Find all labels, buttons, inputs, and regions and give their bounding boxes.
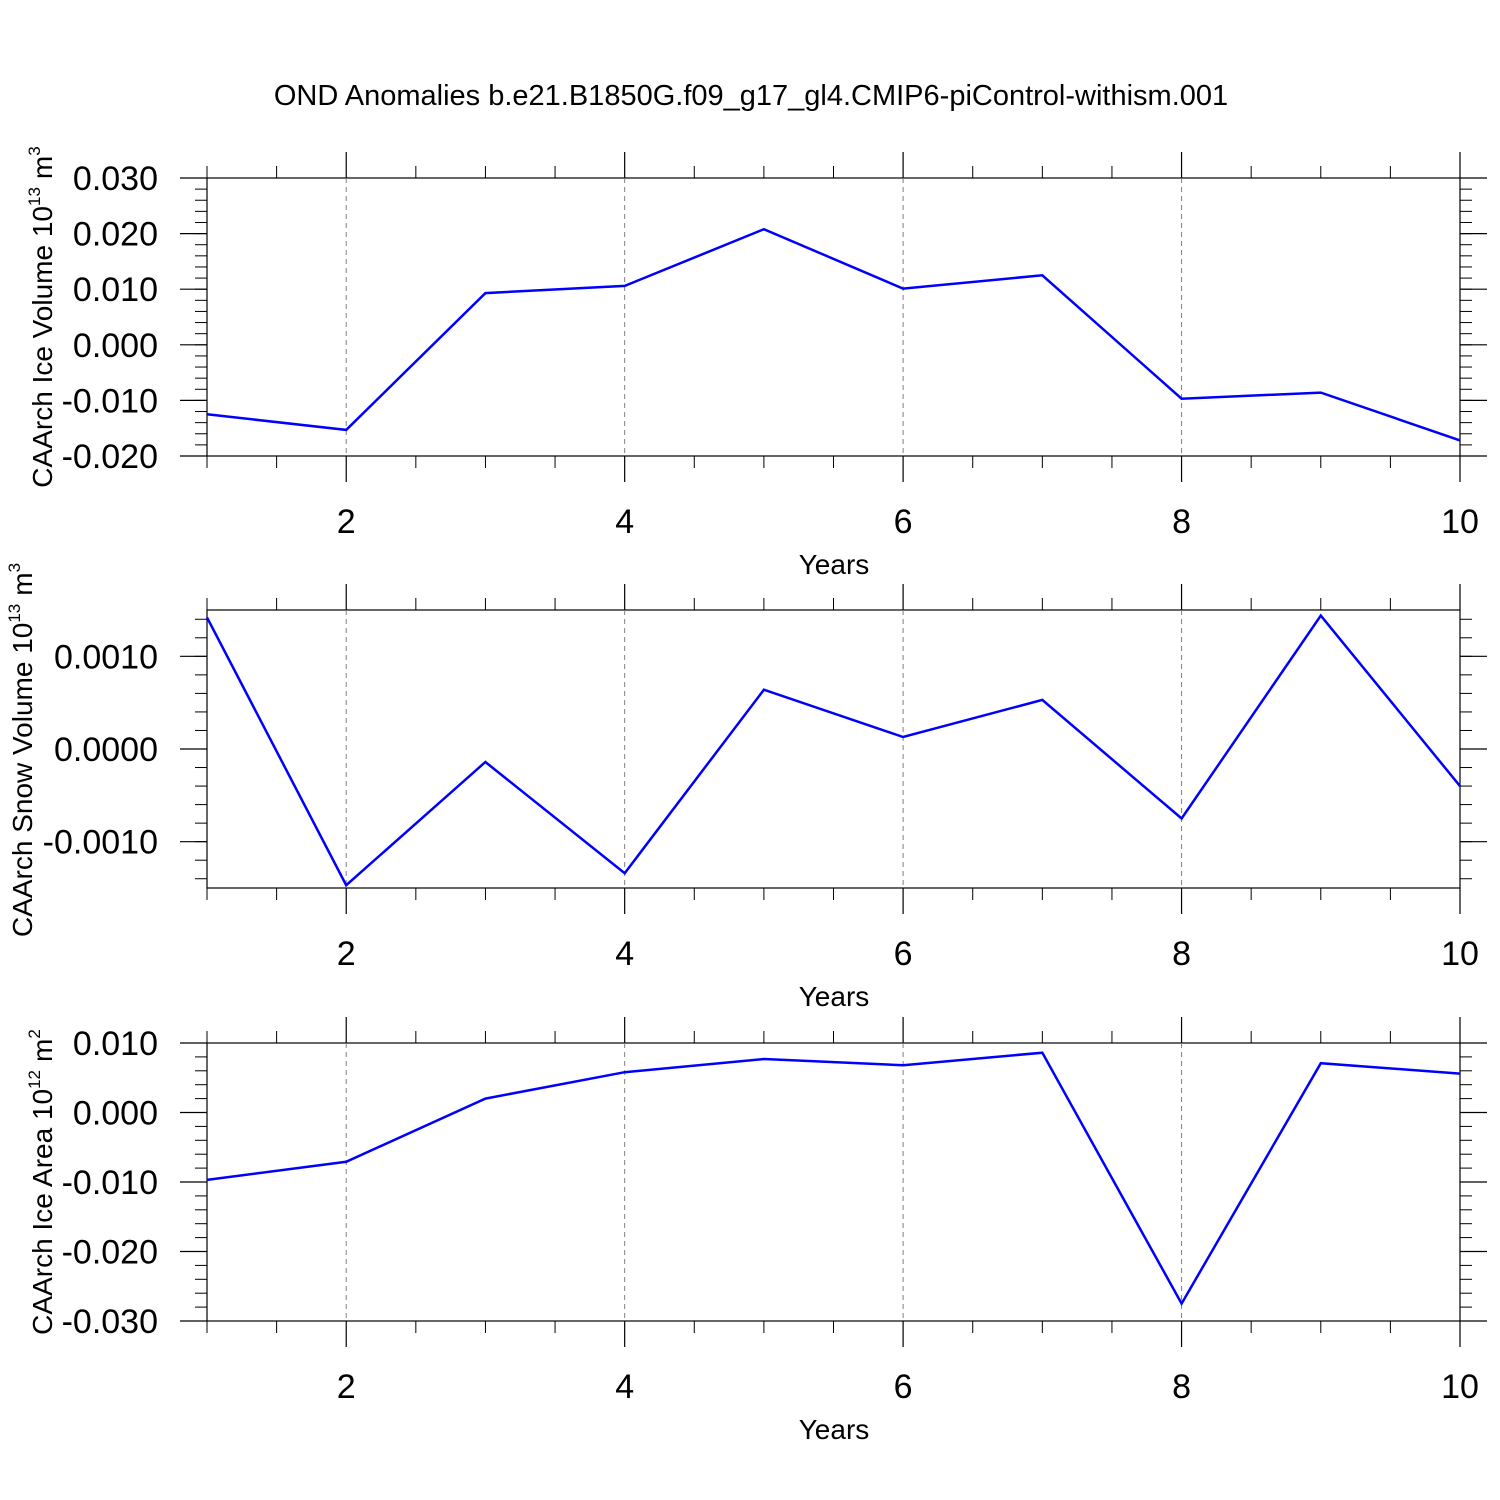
y-tick-label: -0.0010 — [43, 824, 158, 862]
y-tick-label: -0.010 — [62, 1164, 158, 1202]
x-tick-label: 4 — [615, 1368, 634, 1406]
plot-frame — [206, 1042, 1461, 1322]
plot-frame — [206, 177, 1461, 457]
series-line — [205, 613, 1461, 888]
y-axis-title-unit: m — [7, 572, 38, 595]
x-tick-label: 6 — [894, 935, 913, 973]
x-axis-title: Years — [799, 1414, 870, 1445]
y-axis-title: CAArch Ice Area 1012 m2 — [25, 1029, 58, 1335]
x-tick-label: 2 — [337, 503, 356, 541]
plot-frame — [206, 609, 1461, 889]
y-axis-title-text: CAArch Ice Area 10 — [27, 1089, 58, 1335]
y-axis-title: CAArch Snow Volume 1013 m3 — [5, 563, 38, 937]
x-tick-label: 10 — [1441, 935, 1479, 973]
x-axis-title: Years — [799, 549, 870, 580]
y-axis-title-unit-exponent: 2 — [25, 1029, 44, 1038]
y-axis-title-text: CAArch Ice Area 1012 m2 — [25, 1029, 58, 1335]
y-tick-label: -0.020 — [62, 1234, 158, 1272]
y-tick-label: 0.020 — [73, 216, 158, 254]
y-tick-label: -0.010 — [62, 382, 158, 420]
series-line — [206, 227, 1461, 442]
y-tick-label: 0.0010 — [54, 638, 158, 676]
x-tick-label: 10 — [1441, 503, 1479, 541]
y-axis-title-exponent: 13 — [5, 604, 24, 623]
x-tick-label: 6 — [894, 1368, 913, 1406]
y-tick-label: -0.020 — [62, 438, 158, 476]
y-axis-title-text: CAArch Ice Volume 1013 m3 — [25, 146, 58, 487]
y-axis-title-unit-exponent: 3 — [25, 146, 44, 155]
y-tick-label: 0.000 — [73, 1095, 158, 1133]
y-axis-title-text: CAArch Ice Volume 10 — [27, 206, 58, 488]
y-axis-title-unit: m — [27, 1039, 58, 1062]
y-tick-label: -0.030 — [62, 1303, 158, 1341]
panel-3: 2 4 6 8 10 -0.030 -0.020 -0.010 0.000 0.010 Years C… — [25, 1017, 1487, 1445]
y-axis-title-exponent: 13 — [25, 187, 44, 206]
y-axis-title-text: CAArch Snow Volume 10 — [7, 623, 38, 937]
x-tick-label: 2 — [337, 1368, 356, 1406]
y-tick-label: 0.010 — [73, 271, 158, 309]
x-tick-label: 8 — [1172, 1368, 1191, 1406]
y-tick-label: 0.030 — [73, 160, 158, 198]
y-tick-label: 0.010 — [73, 1025, 158, 1063]
x-tick-label: 6 — [894, 503, 913, 541]
y-axis-title-text: CAArch Snow Volume 1013 m3 — [5, 563, 38, 937]
y-axis-title-unit: m — [27, 156, 58, 179]
x-tick-label: 2 — [337, 935, 356, 973]
series-line — [206, 1051, 1461, 1307]
panel-1: 2 4 6 8 10 -0.020 -0.010 0.000 0.010 0.020 0.030 Ye… — [25, 146, 1487, 580]
x-axis-title: Years — [799, 981, 870, 1012]
y-axis-title-unit-exponent: 3 — [5, 563, 24, 572]
x-tick-label: 8 — [1172, 935, 1191, 973]
chart-title: OND Anomalies b.e21.B1850G.f09_g17_gl4.C… — [274, 80, 1228, 112]
y-axis-title: CAArch Ice Volume 1013 m3 — [25, 146, 58, 487]
x-tick-label: 4 — [615, 935, 634, 973]
panels: 2 4 6 8 10 -0.020 -0.010 0.000 0.010 0.020 0.030 Ye… — [5, 146, 1487, 1445]
panel-2: 2 4 6 8 10 -0.0010 0.0000 0.0010 Years CAArch Sno… — [5, 563, 1487, 1012]
x-tick-label: 8 — [1172, 503, 1191, 541]
y-tick-label: 0.0000 — [54, 731, 158, 769]
x-tick-label: 4 — [615, 503, 634, 541]
y-axis-title-exponent: 12 — [25, 1070, 44, 1089]
y-tick-label: 0.000 — [73, 327, 158, 365]
x-tick-label: 10 — [1441, 1368, 1479, 1406]
